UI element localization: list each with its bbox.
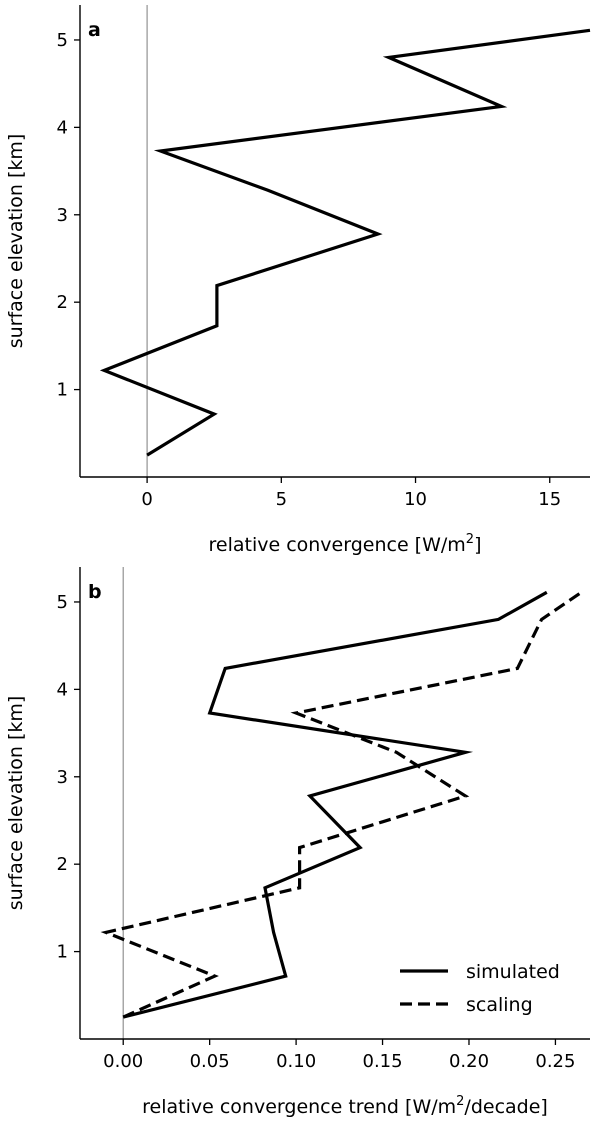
y-tick-label: 1 bbox=[57, 942, 68, 963]
x-tick-label: 10 bbox=[404, 489, 427, 510]
panel-b: 0.00 0.05 0.10 0.15 0.20 0.25 1 2 3 4 5 relative co… bbox=[5, 567, 590, 1118]
y-tick-label: 4 bbox=[57, 117, 68, 138]
y-tick-label: 2 bbox=[57, 854, 68, 875]
x-axis-label-main: relative convergence [W/m bbox=[208, 534, 465, 556]
series-line-simulated bbox=[122, 590, 548, 1019]
y-tick-label: 5 bbox=[57, 592, 68, 613]
y-tick-label: 5 bbox=[57, 30, 68, 51]
panel-label: b bbox=[88, 581, 102, 603]
x-tick-label: 15 bbox=[538, 489, 561, 510]
x-tick-label: 0.25 bbox=[535, 1051, 575, 1072]
y-axis-label: surface elevation [km] bbox=[5, 134, 27, 349]
x-axis-label-suffix: /decade] bbox=[464, 1096, 547, 1118]
x-axis-label-superscript: 2 bbox=[466, 532, 474, 547]
y-tick-label: 2 bbox=[57, 292, 68, 313]
x-tick-label: 0.15 bbox=[363, 1051, 403, 1072]
legend-label-scaling: scaling bbox=[466, 994, 533, 1016]
y-tick-label: 1 bbox=[57, 380, 68, 401]
x-tick-label: 0.20 bbox=[449, 1051, 489, 1072]
x-tick-label: 0.05 bbox=[190, 1051, 230, 1072]
legend-label-simulated: simulated bbox=[466, 961, 560, 983]
legend: simulated scaling bbox=[400, 961, 560, 1016]
y-tick-label: 4 bbox=[57, 679, 68, 700]
x-tick-label: 0.00 bbox=[103, 1051, 143, 1072]
x-axis-label-superscript: 2 bbox=[456, 1094, 464, 1109]
y-tick-label: 3 bbox=[57, 767, 68, 788]
x-axis-label: relative convergence [W/m2] bbox=[208, 532, 481, 556]
panel-label: a bbox=[88, 19, 101, 41]
y-axis-label: surface elevation [km] bbox=[5, 696, 27, 911]
x-tick-label: 5 bbox=[276, 489, 287, 510]
x-tick-label: 0.10 bbox=[276, 1051, 316, 1072]
y-tick-label: 3 bbox=[57, 205, 68, 226]
series-line-scaling bbox=[100, 590, 583, 1019]
series-line-series-0 bbox=[99, 28, 591, 457]
x-axis-label-suffix: ] bbox=[474, 534, 481, 556]
x-tick-label: 0 bbox=[141, 489, 152, 510]
x-axis-label-main: relative convergence trend [W/m bbox=[142, 1096, 456, 1118]
x-axis-label: relative convergence trend [W/m2/decade] bbox=[142, 1094, 548, 1118]
